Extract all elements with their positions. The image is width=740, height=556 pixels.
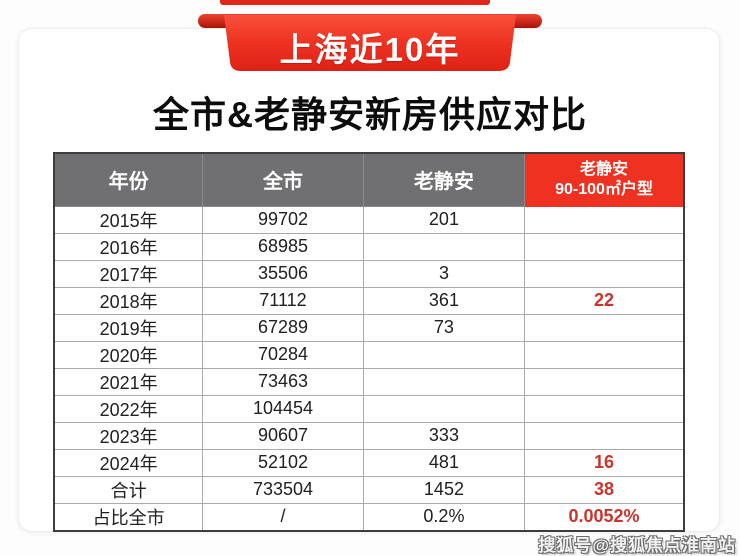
table-cell: 占比全市 xyxy=(53,502,204,531)
table-cell: 2019年 xyxy=(53,313,204,342)
table-cell xyxy=(362,232,526,261)
table-header-row: 年份 全市 老静安 老静安 90-100㎡户型 xyxy=(53,152,685,207)
table-row: 2023年 90607 333 xyxy=(53,421,685,450)
table-cell: 104454 xyxy=(202,394,364,423)
table-cell: 2015年 xyxy=(53,205,204,234)
table-row: 占比全市/0.2% 0.0052% xyxy=(53,502,685,531)
header-cell-city: 全市 xyxy=(202,152,364,207)
table-row: 2021年 73463 xyxy=(53,367,685,396)
table-cell: 2016年 xyxy=(53,232,204,261)
table-cell xyxy=(524,367,685,396)
table-cell: 2023年 xyxy=(53,421,204,450)
table-cell: 16 xyxy=(524,448,685,477)
table-cell: 22 xyxy=(524,286,685,315)
table-cell: 73463 xyxy=(202,367,364,396)
table-cell xyxy=(524,340,685,369)
header-cell-line1: 老静安 xyxy=(580,160,629,178)
table-cell: 90607 xyxy=(202,421,364,450)
ribbon-shape-icon xyxy=(198,14,542,71)
header-cell-jingan-90-100: 老静安 90-100㎡户型 xyxy=(524,152,685,207)
table-cell xyxy=(524,232,685,261)
table-row: 合计 733504 1452 38 xyxy=(53,475,685,504)
watermark: 搜狐号@搜狐焦点淮南站 xyxy=(538,536,736,555)
table-cell: 361 xyxy=(362,286,526,315)
supply-table: 年份 全市 老静安 老静安 90-100㎡户型 2015年 99702 201 201… xyxy=(53,152,685,532)
table-cell: 3 xyxy=(362,259,526,288)
table-cell: 73 xyxy=(362,313,526,342)
table-cell: 2021年 xyxy=(53,367,204,396)
table-cell: 733504 xyxy=(202,475,364,504)
table-cell: 2017年 xyxy=(53,259,204,288)
table-cell xyxy=(362,367,526,396)
table-cell xyxy=(524,205,685,234)
banner-label: 上海近10年 xyxy=(279,31,461,68)
header-cell-line2: 90-100㎡户型 xyxy=(555,180,653,198)
table-cell xyxy=(524,259,685,288)
table-cell: 481 xyxy=(362,448,526,477)
table-cell xyxy=(524,394,685,423)
table-cell: 38 xyxy=(524,475,685,504)
table-cell: 0.2% xyxy=(362,502,526,531)
table-row: 2024年 52102 481 16 xyxy=(53,448,685,477)
table-cell: / xyxy=(202,502,364,531)
top-red-strip xyxy=(220,0,490,5)
table-cell: 201 xyxy=(362,205,526,234)
page-title: 全市&老静安新房供应对比 xyxy=(153,94,587,135)
table-cell xyxy=(524,421,685,450)
table-cell: 2022年 xyxy=(53,394,204,423)
banner-ribbon: 上海近10年 xyxy=(198,14,542,76)
table-row: 2016年 68985 xyxy=(53,232,685,261)
table-cell: 1452 xyxy=(362,475,526,504)
table-cell: 52102 xyxy=(202,448,364,477)
table-cell xyxy=(524,313,685,342)
table-row: 2018年 71112 361 22 xyxy=(53,286,685,315)
table-cell: 71112 xyxy=(202,286,364,315)
table-cell xyxy=(362,340,526,369)
table-row: 2019年 67289 73 xyxy=(53,313,685,342)
table-row: 2022年 104454 xyxy=(53,394,685,423)
header-cell-year: 年份 xyxy=(53,152,204,207)
table-cell: 2020年 xyxy=(53,340,204,369)
table-cell xyxy=(362,394,526,423)
table-cell: 68985 xyxy=(202,232,364,261)
table-cell: 70284 xyxy=(202,340,364,369)
table-cell: 333 xyxy=(362,421,526,450)
table-cell: 合计 xyxy=(53,475,204,504)
table-cell: 2018年 xyxy=(53,286,204,315)
table-cell: 67289 xyxy=(202,313,364,342)
table-row: 2015年 99702 201 xyxy=(53,205,685,234)
table-row: 2020年 70284 xyxy=(53,340,685,369)
header-cell-jingan: 老静安 xyxy=(362,152,526,207)
table-cell: 35506 xyxy=(202,259,364,288)
table-row: 2017年 35506 3 xyxy=(53,259,685,288)
table-cell: 2024年 xyxy=(53,448,204,477)
table-body: 2015年 99702 201 2016年 68985 2017年 35506 3 2018年 7… xyxy=(53,205,685,531)
table-cell: 0.0052% xyxy=(524,502,685,531)
table-cell: 99702 xyxy=(202,205,364,234)
